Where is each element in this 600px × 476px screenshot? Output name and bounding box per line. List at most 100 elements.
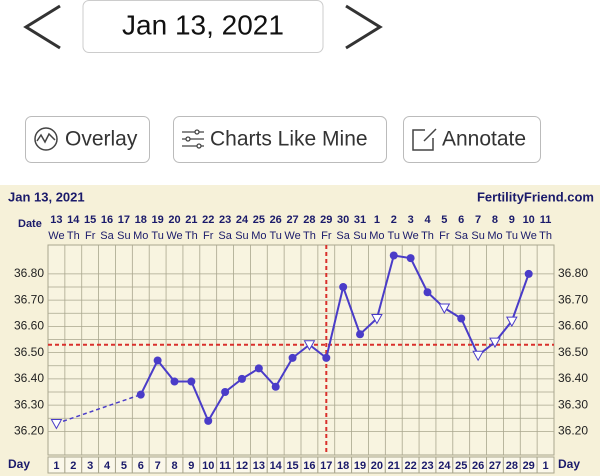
open-marker (50, 419, 63, 430)
date-label: 13 (50, 214, 62, 226)
open-marker (371, 314, 383, 325)
weekday-label: Su (353, 230, 366, 242)
y-tick-label: 36.70 (14, 292, 44, 306)
open-marker (438, 303, 451, 315)
day-number: 8 (171, 460, 177, 472)
y-tick-label: 36.60 (14, 319, 44, 333)
site-name: FertilityFriend.com (477, 189, 594, 204)
open-marker (472, 350, 484, 362)
day-number: 2 (70, 460, 76, 472)
date-label: 9 (509, 214, 515, 226)
point (204, 416, 213, 425)
date-label: 25 (253, 214, 265, 226)
date-label: 23 (219, 214, 231, 226)
y2-tick-label: 36.80 (558, 266, 588, 280)
open-marker (505, 316, 518, 328)
point (322, 353, 331, 362)
nav-date: Jan 13, 2021 (122, 9, 284, 40)
weekday-label: Sa (336, 230, 350, 242)
day-number: 1 (543, 460, 549, 472)
annotate-icon (412, 128, 437, 151)
weekday-label: We (284, 230, 300, 242)
weekday-label: Sa (454, 230, 468, 242)
day-number: 22 (405, 460, 417, 472)
button-frame (403, 116, 541, 163)
prev-arrow[interactable] (23, 4, 61, 50)
point (187, 377, 196, 386)
y-tick-label: 36.20 (14, 424, 44, 438)
day-number: 13 (253, 460, 265, 472)
point (237, 374, 246, 383)
overlay-button[interactable]: Overlay (25, 116, 150, 163)
point (170, 377, 179, 386)
point (153, 356, 162, 365)
weekday-label: Tu (269, 230, 281, 242)
overlay-icon (34, 127, 58, 151)
day-number: 26 (472, 460, 484, 472)
date-label: 7 (475, 214, 481, 226)
point (254, 364, 263, 373)
date-label: 18 (135, 214, 147, 226)
weekday-label: Fr (321, 230, 332, 242)
day-number: 10 (202, 460, 214, 472)
day-number: 9 (188, 460, 194, 472)
weekday-label: Fr (85, 230, 96, 242)
date-label: 16 (101, 214, 113, 226)
day-number: 5 (121, 460, 127, 472)
open-marker (489, 337, 501, 349)
y2-tick-label: 36.60 (558, 319, 588, 333)
button-frame (173, 116, 387, 163)
date-label: 20 (168, 214, 180, 226)
y-tick-label: 36.40 (14, 371, 44, 385)
point (339, 283, 348, 291)
point (524, 269, 533, 278)
day-number: 4 (104, 460, 111, 472)
point (423, 288, 432, 297)
y2-tick-label: 36.50 (558, 345, 588, 359)
date-label: 26 (270, 214, 282, 226)
weekday-label: We (166, 230, 182, 242)
y-tick-label: 36.80 (14, 266, 44, 280)
point (457, 314, 466, 323)
day-number: 11 (219, 460, 231, 472)
y2-tick-label: 36.70 (558, 292, 588, 306)
date-label: 3 (408, 214, 414, 226)
point (288, 353, 297, 362)
weekday-label: Tu (388, 230, 400, 242)
next-arrow[interactable] (345, 4, 383, 50)
charts-like-mine-button[interactable]: Charts Like Mine (173, 116, 387, 163)
date-label: 31 (354, 214, 366, 226)
day-number: 12 (236, 460, 248, 472)
day-label-right: Day (558, 457, 580, 471)
date-label: 10 (523, 214, 535, 226)
weekday-label: Sa (218, 230, 232, 242)
weekday-label: Sa (100, 230, 114, 242)
button-frame (25, 116, 150, 163)
weekday-label: Fr (439, 230, 450, 242)
weekday-label: We (521, 230, 537, 242)
date-label: 6 (458, 214, 464, 226)
button-label: Charts Like Mine (210, 128, 368, 151)
day-number: 24 (438, 460, 451, 472)
annotate-button[interactable]: Annotate (403, 116, 541, 163)
day-number: 28 (506, 460, 518, 472)
day-number: 18 (337, 460, 349, 472)
date-label: 4 (424, 214, 431, 226)
weekday-label: Tu (151, 230, 163, 242)
weekday-label: We (402, 230, 418, 242)
weekday-label: Th (539, 230, 552, 242)
date-label: 24 (236, 214, 249, 226)
day-number: 19 (354, 460, 366, 472)
date-label: 5 (441, 214, 447, 226)
date-label: Date (18, 218, 42, 230)
day-number: 27 (489, 460, 501, 472)
weekday-label: Th (67, 230, 80, 242)
date-box[interactable] (82, 0, 324, 53)
weekday-label: Mo (251, 230, 266, 242)
weekday-label: Mo (369, 230, 384, 242)
date-label: 30 (337, 214, 349, 226)
y2-tick-label: 36.40 (558, 371, 588, 385)
weekday-label: Fr (203, 230, 214, 242)
weekday-label: We (48, 230, 64, 242)
day-number: 1 (53, 460, 59, 472)
